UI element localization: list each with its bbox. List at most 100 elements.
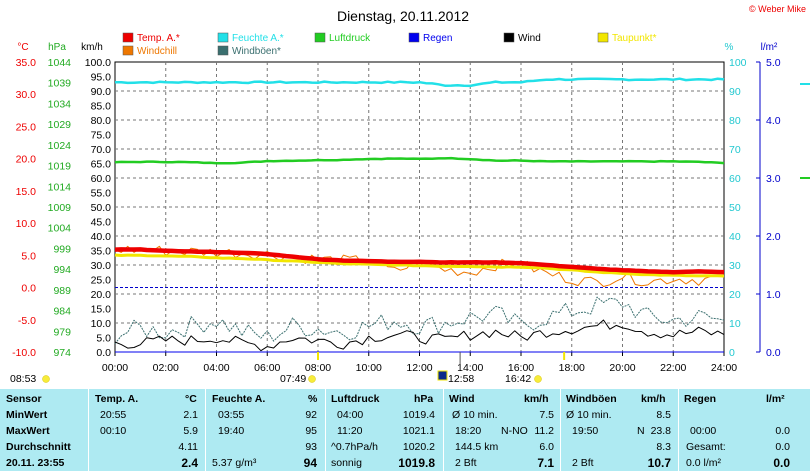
temp-tick-label: -10.0 — [12, 347, 36, 359]
wind-tick-label: 55.0 — [91, 188, 112, 200]
humidity-tick-label: 70 — [729, 144, 741, 156]
pressure-tick-label: 1044 — [48, 57, 72, 69]
pressure-tick-label: 1019 — [48, 161, 72, 173]
gust-current-value: 10.7 — [647, 456, 671, 470]
rain-tick-label: 2.0 — [766, 231, 781, 243]
chart-title: Dienstag, 20.11.2012 — [337, 8, 469, 24]
rain-current-value: 0.0 — [773, 456, 790, 470]
legend-swatch — [408, 32, 420, 43]
time-tick-label: 14:00 — [457, 362, 483, 374]
series-line-taupunkt — [114, 253, 725, 278]
wind-distance: 144.5 km — [455, 441, 499, 453]
max-row-label: MaxWert — [6, 425, 50, 437]
wind-header: Wind — [449, 393, 475, 405]
legend-swatch — [217, 32, 229, 43]
wind-tick-label: 90.0 — [91, 86, 112, 98]
rain-unit-header: l/m² — [766, 393, 785, 405]
time-tick-label: 04:00 — [203, 362, 229, 374]
sun-moon-markers: 08:53 07:49 12:58 16:42 — [10, 352, 566, 385]
marker-time-label: 07:49 — [280, 373, 306, 385]
legend-label: Taupunkt* — [612, 33, 657, 44]
min-row-label: MinWert — [6, 409, 48, 421]
gust-max-direction: N — [637, 425, 645, 437]
rain-header: Regen — [684, 393, 717, 405]
wind-tick-label: 65.0 — [91, 159, 112, 171]
series-line-temp-a — [114, 247, 725, 275]
sun-icon — [308, 375, 316, 383]
wind-tick-label: 5.0 — [96, 333, 111, 345]
copyright-text: © Weber Mike — [749, 4, 806, 14]
column-divider — [325, 389, 326, 471]
gust-beaufort: 2 Bft — [572, 457, 594, 469]
pressure-current-value: 1019.8 — [398, 456, 435, 470]
pressure-tick-label: 974 — [53, 347, 71, 359]
pressure-tick-label: 1034 — [48, 98, 72, 110]
pressure-tick-label: 1009 — [48, 202, 72, 214]
time-tick-label: 02:00 — [153, 362, 179, 374]
moon-icon — [437, 370, 448, 381]
rain-current-amount: 0.0 l/m² — [686, 457, 722, 469]
marker-time-label: 12:58 — [448, 373, 474, 385]
wind-current-value: 7.1 — [537, 456, 554, 470]
humidity-tick-label: 100 — [729, 57, 747, 69]
temp-avg-value: 4.11 — [178, 441, 198, 453]
rain-total-value: 0.0 — [775, 441, 790, 453]
temp-tick-label: 0.0 — [21, 283, 36, 295]
humidity-tick-label: 30 — [729, 260, 741, 272]
current-row-label: 20.11. 23:55 — [6, 457, 65, 469]
temp-header: Temp. A. — [95, 393, 139, 405]
rain-max-time: 00:00 — [690, 425, 717, 437]
legend-swatch — [314, 32, 326, 43]
wind-tick-label: 15.0 — [91, 304, 112, 316]
rain-max-value: 0.0 — [775, 425, 790, 437]
wind-tick-label: 70.0 — [91, 144, 112, 156]
pressure-tick-label: 1014 — [48, 181, 72, 193]
temp-tick-label: 35.0 — [16, 57, 37, 69]
legend-swatch — [597, 32, 609, 43]
humidity-current-value: 94 — [303, 456, 317, 470]
humidity-tick-label: 50 — [729, 202, 741, 214]
humidity-tick-label: 10 — [729, 318, 741, 330]
legend-swatch — [217, 45, 229, 56]
legend-label: Temp. A.* — [137, 33, 180, 44]
wind-axis-unit: km/h — [81, 42, 103, 53]
wind-tick-label: 80.0 — [91, 115, 112, 127]
rain-tick-label: 3.0 — [766, 173, 781, 185]
humidity-tick-label: 90 — [729, 86, 741, 98]
sunset-icon — [534, 375, 542, 383]
humidity-axis-unit: % — [725, 42, 734, 53]
legend-label: Luftdruck — [329, 33, 371, 44]
time-tick-label: 16:00 — [508, 362, 534, 374]
wind-tick-label: 20.0 — [91, 289, 112, 301]
time-tick-label: 22:00 — [660, 362, 686, 374]
temp-max-time: 00:10 — [100, 425, 127, 437]
wind-tick-label: 25.0 — [91, 275, 112, 287]
pressure-tick-label: 989 — [53, 285, 71, 297]
humidity-min-time: 03:55 — [218, 409, 245, 421]
humidity-tick-label: 20 — [729, 289, 741, 301]
wind-tick-label: 40.0 — [91, 231, 112, 243]
gust-avg10-value: 8.5 — [656, 409, 671, 421]
pressure-axis-unit: hPa — [48, 42, 66, 53]
pressure-tick-label: 994 — [53, 264, 71, 276]
gust-max-value: 23.8 — [650, 425, 671, 437]
time-tick-label: 12:00 — [406, 362, 432, 374]
wind-tick-label: 45.0 — [91, 217, 112, 229]
temp-current-value: 2.4 — [181, 456, 198, 470]
temp-tick-label: 25.0 — [16, 121, 37, 133]
gust-unit-header: km/h — [641, 393, 666, 405]
chart-axes: 35.0 30.0 25.0 20.0 15.0 10.0 5.0 0.0 -5.0 -10.0 1… — [12, 57, 810, 374]
series-line-wind — [114, 319, 725, 352]
pressure-tick-label: 979 — [53, 326, 71, 338]
humidity-tick-label: 40 — [729, 231, 741, 243]
wind-tick-label: 0.0 — [96, 347, 111, 359]
wind-avg10-label: Ø 10 min. — [452, 409, 498, 421]
gust-avg-value: 8.3 — [656, 441, 671, 453]
series-line-windb-en — [114, 296, 725, 345]
time-tick-label: 06:00 — [254, 362, 280, 374]
temp-min-value: 2.1 — [183, 409, 198, 421]
wind-max-time: 18:20 — [455, 425, 482, 437]
temp-tick-label: 5.0 — [21, 250, 36, 262]
humidity-header: Feuchte A. — [212, 393, 266, 405]
legend-label: Wind — [518, 33, 541, 44]
